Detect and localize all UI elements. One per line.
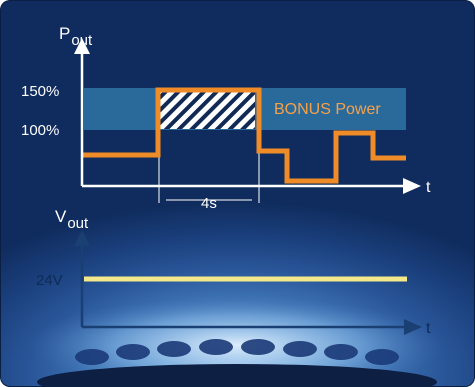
voltage-y-axis-arrow bbox=[74, 230, 90, 246]
voltage-level-label: 24V bbox=[36, 272, 63, 289]
power-x-axis-label: t bbox=[426, 179, 431, 196]
burner-flames-decoration bbox=[27, 297, 447, 387]
level-150-label: 150% bbox=[21, 83, 59, 100]
duration-label: 4s bbox=[201, 195, 217, 212]
bonus-power-hatched-area bbox=[160, 91, 255, 129]
level-100-label: 100% bbox=[21, 122, 59, 139]
power-chart: Pout t 150% 100% BONUS Power 4s bbox=[21, 24, 431, 212]
bonus-power-label: BONUS Power bbox=[274, 101, 381, 118]
voltage-chart: Vout t 24V bbox=[36, 207, 431, 337]
power-y-axis-label: Pout bbox=[59, 24, 93, 49]
power-output-trace bbox=[82, 87, 406, 184]
voltage-x-axis-label: t bbox=[426, 320, 431, 337]
voltage-y-axis-label: Vout bbox=[55, 207, 89, 232]
power-y-axis-arrow bbox=[74, 38, 90, 54]
power-x-axis-arrow bbox=[403, 178, 421, 194]
voltage-x-axis-arrow bbox=[404, 319, 422, 335]
